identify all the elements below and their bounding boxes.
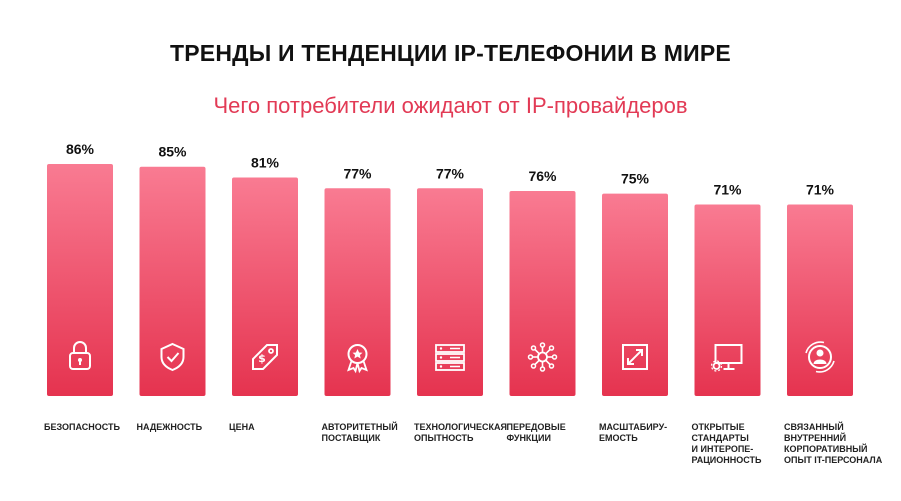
value-label: 71% — [713, 181, 742, 197]
category-label: ЦЕНА — [229, 422, 255, 432]
value-label: 77% — [343, 165, 372, 181]
category-label: СВЯЗАННЫЙ ВНУТРЕННИЙ КОРПОРАТИВНЫЙ ОПЫТ … — [784, 422, 883, 465]
server-icon — [435, 344, 465, 371]
value-label: 75% — [621, 171, 650, 187]
category-label: АВТОРИТЕТНЫЙ ПОСТАВЩИК — [321, 422, 398, 443]
bar — [47, 164, 113, 396]
bar-group: 75% — [602, 171, 668, 396]
bar — [139, 166, 206, 396]
value-label: 77% — [436, 165, 465, 181]
bar — [232, 177, 298, 396]
bar — [694, 204, 761, 396]
value-label: 85% — [158, 144, 187, 160]
value-label: 71% — [806, 181, 835, 197]
bar-group: 77% — [417, 165, 483, 396]
value-label: 81% — [251, 154, 280, 170]
bar — [324, 188, 391, 396]
bar-group: 76% — [509, 168, 576, 396]
bar — [509, 190, 576, 396]
bar-group: 71% — [787, 181, 853, 396]
category-label: ОТКРЫТЫЕ СТАНДАРТЫ И ИНТЕРОПЕ- РАЦИОННОС… — [691, 422, 762, 465]
bar-group: 85% — [139, 144, 206, 396]
category-label: ПЕРЕДОВЫЕ ФУНКЦИИ — [506, 422, 566, 443]
category-label: ТЕХНОЛОГИЧЕСКАЯ ОПЫТНОСТЬ — [414, 422, 507, 443]
category-label: МАСШТАБИРУ- ЕМОСТЬ — [599, 422, 668, 443]
bar — [417, 188, 483, 396]
category-label: НАДЕЖНОСТЬ — [136, 422, 203, 432]
bar — [602, 193, 668, 396]
bar-group: 77% — [324, 165, 391, 396]
bar-group: 81% — [232, 154, 298, 396]
category-label: БЕЗОПАСНОСТЬ — [44, 422, 120, 432]
chart-subtitle: Чего потребители ожидают от IP-провайдер… — [213, 93, 688, 118]
value-label: 76% — [528, 168, 557, 184]
bar-group: 71% — [694, 181, 761, 396]
bar — [787, 204, 853, 396]
bar-group: 86% — [47, 141, 113, 396]
value-label: 86% — [66, 141, 95, 157]
chart-title: ТРЕНДЫ И ТЕНДЕНЦИИ IP-ТЕЛЕФОНИИ В МИРЕ — [170, 40, 731, 66]
